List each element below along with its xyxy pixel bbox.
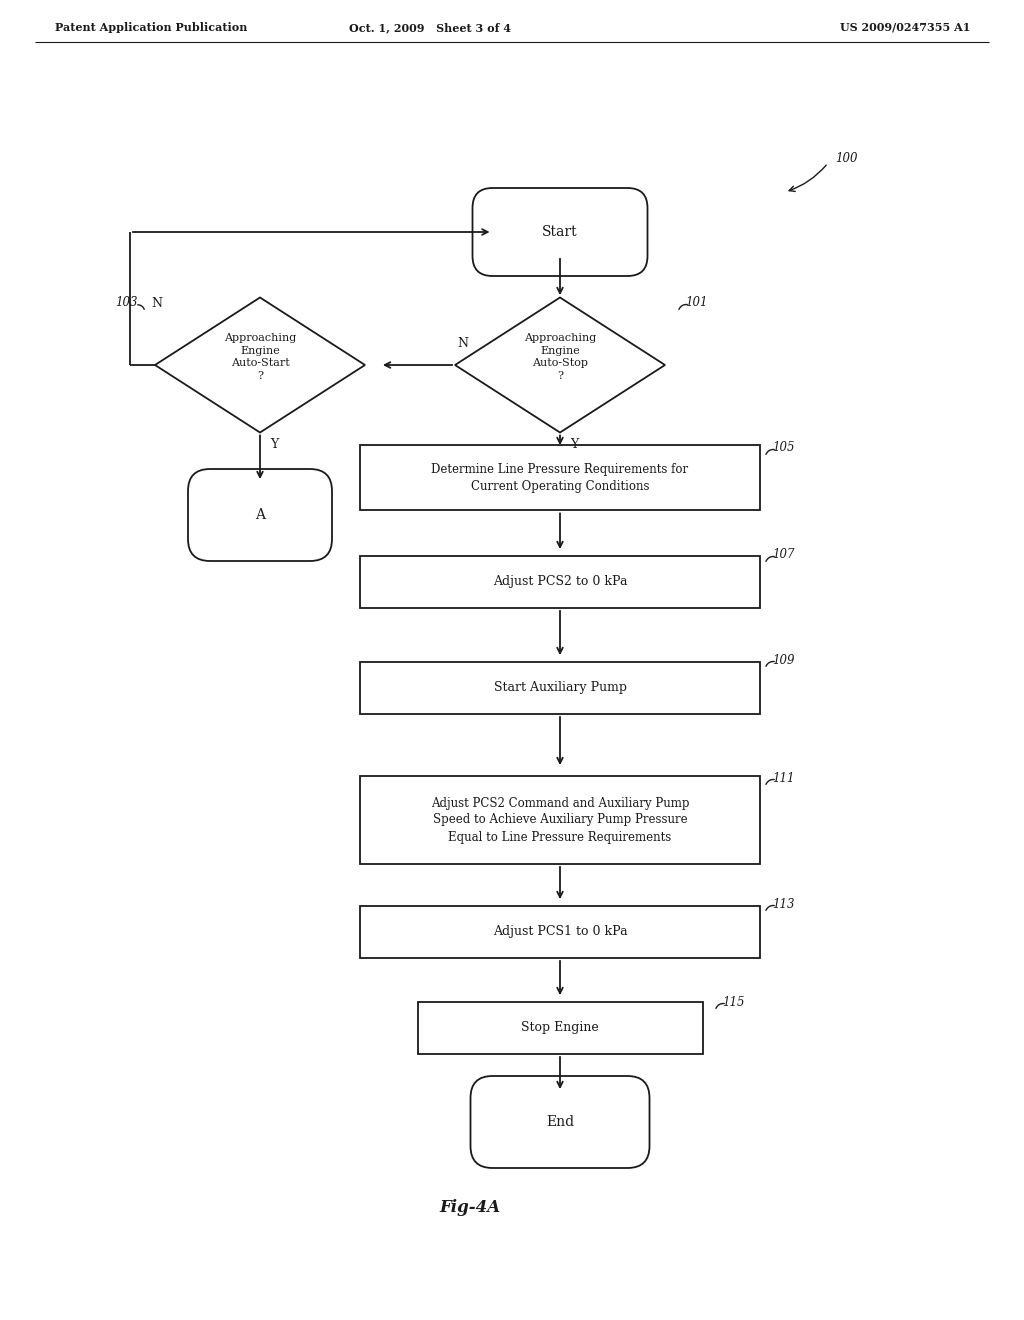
Text: US 2009/0247355 A1: US 2009/0247355 A1 (840, 22, 970, 33)
Bar (360, 445, 760, 511)
Text: 109: 109 (772, 653, 795, 667)
Bar (360, 556, 760, 609)
Bar (360, 663, 760, 714)
Text: Fig-4A: Fig-4A (439, 1200, 501, 1217)
Text: 103: 103 (115, 296, 137, 309)
Text: Oct. 1, 2009   Sheet 3 of 4: Oct. 1, 2009 Sheet 3 of 4 (349, 22, 511, 33)
Text: Adjust PCS1 to 0 kPa: Adjust PCS1 to 0 kPa (493, 925, 628, 939)
Text: Approaching
Engine
Auto-Stop
?: Approaching Engine Auto-Stop ? (524, 333, 596, 381)
Text: Approaching
Engine
Auto-Start
?: Approaching Engine Auto-Start ? (224, 333, 296, 381)
FancyBboxPatch shape (188, 469, 332, 561)
Bar (360, 906, 760, 958)
Text: Adjust PCS2 to 0 kPa: Adjust PCS2 to 0 kPa (493, 576, 628, 589)
Text: A: A (255, 508, 265, 521)
Text: Start: Start (542, 224, 578, 239)
Text: Y: Y (570, 437, 579, 450)
Text: Start Auxiliary Pump: Start Auxiliary Pump (494, 681, 627, 694)
Text: N: N (457, 337, 468, 350)
Text: 115: 115 (722, 995, 744, 1008)
Text: 107: 107 (772, 549, 795, 561)
Bar (360, 776, 760, 865)
Text: Y: Y (270, 437, 279, 450)
Text: Patent Application Publication: Patent Application Publication (55, 22, 248, 33)
FancyBboxPatch shape (472, 187, 647, 276)
Text: 105: 105 (772, 441, 795, 454)
Text: Stop Engine: Stop Engine (521, 1022, 599, 1035)
Text: 113: 113 (772, 898, 795, 911)
Polygon shape (155, 297, 365, 433)
Text: End: End (546, 1115, 574, 1129)
Text: Determine Line Pressure Requirements for
Current Operating Conditions: Determine Line Pressure Requirements for… (431, 463, 688, 492)
FancyBboxPatch shape (470, 1076, 649, 1168)
Text: 100: 100 (835, 152, 857, 165)
Text: Adjust PCS2 Command and Auxiliary Pump
Speed to Achieve Auxiliary Pump Pressure
: Adjust PCS2 Command and Auxiliary Pump S… (431, 796, 689, 843)
Polygon shape (455, 297, 665, 433)
Text: 111: 111 (772, 771, 795, 784)
Text: N: N (152, 297, 163, 310)
Bar (418, 1002, 702, 1053)
Text: 101: 101 (685, 296, 708, 309)
